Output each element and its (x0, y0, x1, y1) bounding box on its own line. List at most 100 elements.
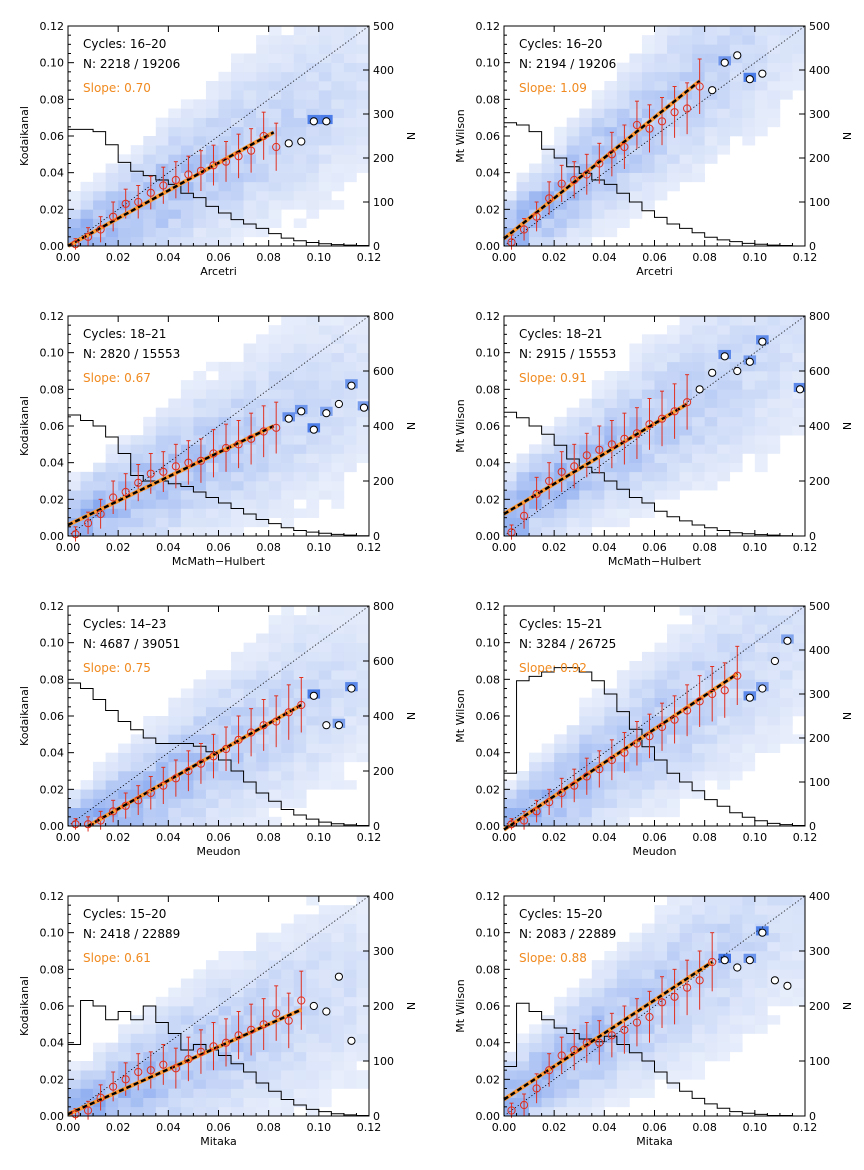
density-cell (268, 651, 282, 662)
density-cell (641, 126, 655, 137)
outlier-point (733, 51, 742, 60)
density-cell (579, 499, 593, 509)
density-cell (231, 978, 244, 988)
y-tick-label: 0.12 (476, 890, 501, 903)
density-cell (704, 1006, 718, 1016)
density-cell (218, 499, 232, 509)
density-cell (293, 661, 307, 671)
density-cell (767, 90, 781, 100)
outlier-point (758, 684, 767, 693)
density-cell (554, 462, 568, 473)
density-cell (143, 181, 157, 192)
density-cell (256, 996, 269, 1007)
density-cell (616, 81, 630, 91)
density-cell (504, 517, 517, 528)
density-cell (717, 343, 731, 353)
density-cell (68, 481, 81, 491)
density-cell (629, 761, 643, 772)
density-cell (243, 172, 257, 183)
density-cell (679, 145, 693, 155)
density-cell (679, 426, 693, 436)
density-cell (293, 26, 307, 36)
density-cell (729, 905, 743, 915)
density-cell (243, 508, 257, 518)
density-cell (692, 81, 705, 91)
density-cell (231, 81, 244, 91)
density-cell (541, 453, 555, 463)
density-cell (767, 716, 781, 726)
density-cell (591, 490, 605, 500)
density-cell (243, 1097, 257, 1108)
density-cell (218, 108, 232, 118)
density-cell (792, 661, 805, 671)
density-cell (742, 1006, 756, 1016)
density-cell (654, 99, 668, 109)
density-cell (331, 490, 345, 500)
density-cell (155, 426, 169, 436)
density-cell (729, 1024, 743, 1034)
density-cell (268, 615, 282, 625)
density-cell (343, 978, 357, 988)
density-cell (243, 81, 257, 91)
density-cell (504, 191, 517, 201)
density-cell (717, 26, 731, 36)
density-cell (692, 352, 705, 363)
density-cell (168, 108, 182, 118)
density-cell (180, 508, 194, 518)
density-cell (268, 743, 282, 753)
x-tick-label: 0.00 (56, 831, 81, 844)
binned-point (284, 708, 293, 717)
density-cell (604, 145, 618, 155)
density-cell (667, 90, 680, 100)
density-cell (231, 154, 244, 164)
density-cell (692, 896, 705, 906)
density-cell (331, 1061, 345, 1071)
density-cell (143, 163, 157, 173)
density-cell (667, 334, 680, 344)
density-cell (516, 1061, 530, 1071)
density-cell (654, 743, 668, 753)
density-cell (654, 471, 668, 482)
density-cell (281, 1079, 295, 1089)
density-cell (654, 670, 668, 680)
y2-tick-label: 400 (373, 710, 394, 723)
density-cell (281, 108, 295, 118)
density-cell (667, 633, 680, 643)
density-cell (243, 816, 257, 826)
x-tick-label: 0.00 (56, 1121, 81, 1134)
density-cell (629, 1088, 643, 1098)
density-cell (516, 236, 530, 246)
density-cell (243, 679, 257, 689)
density-cell (579, 780, 593, 790)
density-cell (729, 44, 743, 54)
density-cell (629, 807, 643, 818)
binned-point (146, 469, 155, 478)
density-cell (591, 508, 605, 518)
density-cell (704, 389, 718, 399)
x-tick-label: 0.12 (793, 1121, 818, 1134)
density-cell (779, 35, 793, 45)
density-cell (679, 743, 693, 753)
density-cell (641, 670, 655, 680)
density-cell (105, 236, 119, 246)
y-tick-label: 0.02 (476, 783, 501, 796)
density-cell (667, 1006, 680, 1016)
density-cell (193, 780, 207, 790)
density-cell (541, 771, 555, 781)
density-cell (155, 1006, 169, 1016)
density-cell (243, 200, 257, 210)
density-cell (779, 380, 793, 390)
binned-point (657, 414, 667, 423)
density-cell (679, 163, 693, 173)
y2-axis-label: N (840, 1002, 853, 1010)
density-cell (591, 416, 605, 427)
density-cell (356, 905, 369, 915)
density-cell (243, 1033, 257, 1043)
density-cell (293, 1070, 307, 1080)
density-cell (579, 697, 593, 708)
density-cell (679, 343, 693, 353)
density-cell (218, 380, 232, 390)
density-cell (667, 325, 680, 335)
density-cell (579, 1015, 593, 1025)
density-cell (343, 371, 357, 381)
